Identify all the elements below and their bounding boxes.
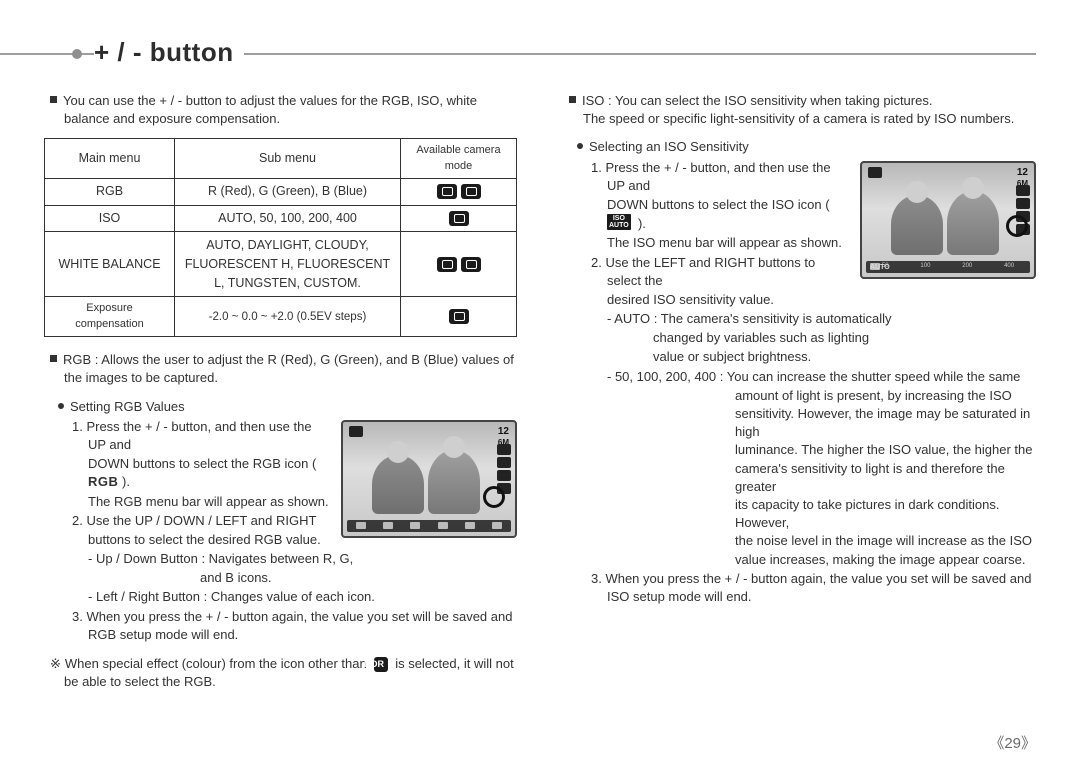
cell-main-1: ISO — [45, 205, 175, 232]
square-bullet-icon — [569, 96, 576, 103]
square-bullet-icon — [50, 355, 57, 362]
left-column: You can use the + / - button to adjust t… — [44, 92, 517, 701]
rgb-icon: RGB — [88, 474, 118, 489]
dot-bullet-icon — [58, 403, 64, 409]
note-pre: When special effect (colour) from the ic… — [65, 656, 367, 671]
camera-mode-icon — [449, 211, 469, 226]
rgb-step-2c2: and B icons. — [72, 569, 517, 587]
square-bullet-icon — [50, 96, 57, 103]
rgb-step-2c: - Up / Down Button : Navigates between R… — [72, 550, 517, 568]
rgb-setting-head: Setting RGB Values — [44, 398, 517, 416]
camera-mode-icon — [437, 257, 457, 272]
rgb-note: ※ When special effect (colour) from the i… — [44, 655, 517, 691]
menu-table: Main menu Sub menu Available camera mode… — [44, 138, 517, 337]
cell-sub-3: -2.0 ~ 0.0 ~ +2.0 (0.5EV steps) — [175, 297, 401, 337]
rgb-desc-text: RGB : Allows the user to adjust the R (R… — [63, 352, 514, 385]
iso-step-2d-cont: its capacity to take pictures in dark co… — [607, 496, 1036, 532]
cell-main-2: WHITE BALANCE — [45, 232, 175, 297]
iso-intro-1: ISO : You can select the ISO sensitivity… — [582, 93, 932, 108]
cell-sub-2: AUTO, DAYLIGHT, CLOUDY, FLUORESCENT H, F… — [175, 232, 401, 297]
th-mode: Available camera mode — [401, 139, 517, 179]
iso-step-2d-cont: luminance. The higher the ISO value, the… — [607, 441, 1036, 459]
iso-setting-head: Selecting an ISO Sensitivity — [563, 138, 1036, 156]
rgb-step-2d: - Left / Right Button : Changes value of… — [72, 588, 517, 606]
iso-step-3: 3. When you press the + / - button again… — [591, 570, 1036, 606]
rgb-desc: RGB : Allows the user to adjust the R (R… — [44, 351, 517, 387]
iso-step-2b: desired ISO sensitivity value. — [591, 291, 1036, 309]
iso-step-2d-cont: the noise level in the image will increa… — [607, 532, 1036, 550]
rgb-lcd-preview: 126M — [341, 420, 517, 538]
cell-sub-0: R (Red), G (Green), B (Blue) — [175, 179, 401, 206]
iso-step-2d-cont: value increases, making the image appear… — [607, 551, 1036, 569]
iso-setting-head-text: Selecting an ISO Sensitivity — [589, 139, 749, 154]
cell-sub-1: AUTO, 50, 100, 200, 400 — [175, 205, 401, 232]
camera-mode-icon — [461, 184, 481, 199]
camera-mode-icon — [449, 309, 469, 324]
iso-lcd-preview: 126M AUTO50100200400 — [860, 161, 1036, 279]
iso-step-2c2: changed by variables such as lighting — [591, 329, 1036, 347]
intro-paragraph: You can use the + / - button to adjust t… — [44, 92, 517, 128]
camera-mode-icon — [461, 257, 481, 272]
dot-bullet-icon — [577, 143, 583, 149]
cell-mode-1 — [401, 205, 517, 232]
iso-step-2c3: value or subject brightness. — [591, 348, 1036, 366]
cell-mode-0 — [401, 179, 517, 206]
intro-text: You can use the + / - button to adjust t… — [63, 93, 477, 126]
page-number: 《29》 — [989, 733, 1036, 754]
nor-badge-icon: NOR — [374, 657, 388, 672]
camera-mode-icon — [437, 184, 457, 199]
th-main: Main menu — [45, 139, 175, 179]
iso-step-2c: - AUTO : The camera's sensitivity is aut… — [591, 310, 1036, 328]
page-title: + / - button — [94, 34, 244, 70]
iso-step-2d-cont: sensitivity. However, the image may be s… — [607, 405, 1036, 441]
th-sub: Sub menu — [175, 139, 401, 179]
header-dot-icon — [72, 49, 82, 59]
page-header: + / - button — [0, 34, 1080, 74]
cell-main-0: RGB — [45, 179, 175, 206]
cell-mode-2 — [401, 232, 517, 297]
iso-intro: ISO : You can select the ISO sensitivity… — [563, 92, 1036, 128]
iso-step-2d: - 50, 100, 200, 400 : You can increase t… — [591, 368, 1036, 386]
right-column: ISO : You can select the ISO sensitivity… — [563, 92, 1036, 701]
cell-main-3: Exposure compensation — [45, 297, 175, 337]
iso-intro-2: The speed or specific light-sensitivity … — [583, 110, 1036, 128]
note-star-icon: ※ — [50, 656, 61, 671]
iso-step-2d-cont: amount of light is present, by increasin… — [607, 387, 1036, 405]
cell-mode-3 — [401, 297, 517, 337]
rgb-step-3: 3. When you press the + / - button again… — [72, 608, 517, 644]
rgb-setting-head-text: Setting RGB Values — [70, 399, 185, 414]
iso-step-2d-cont: camera's sensitivity to light is and the… — [607, 460, 1036, 496]
iso-auto-icon: ISOAUTO — [607, 214, 631, 230]
